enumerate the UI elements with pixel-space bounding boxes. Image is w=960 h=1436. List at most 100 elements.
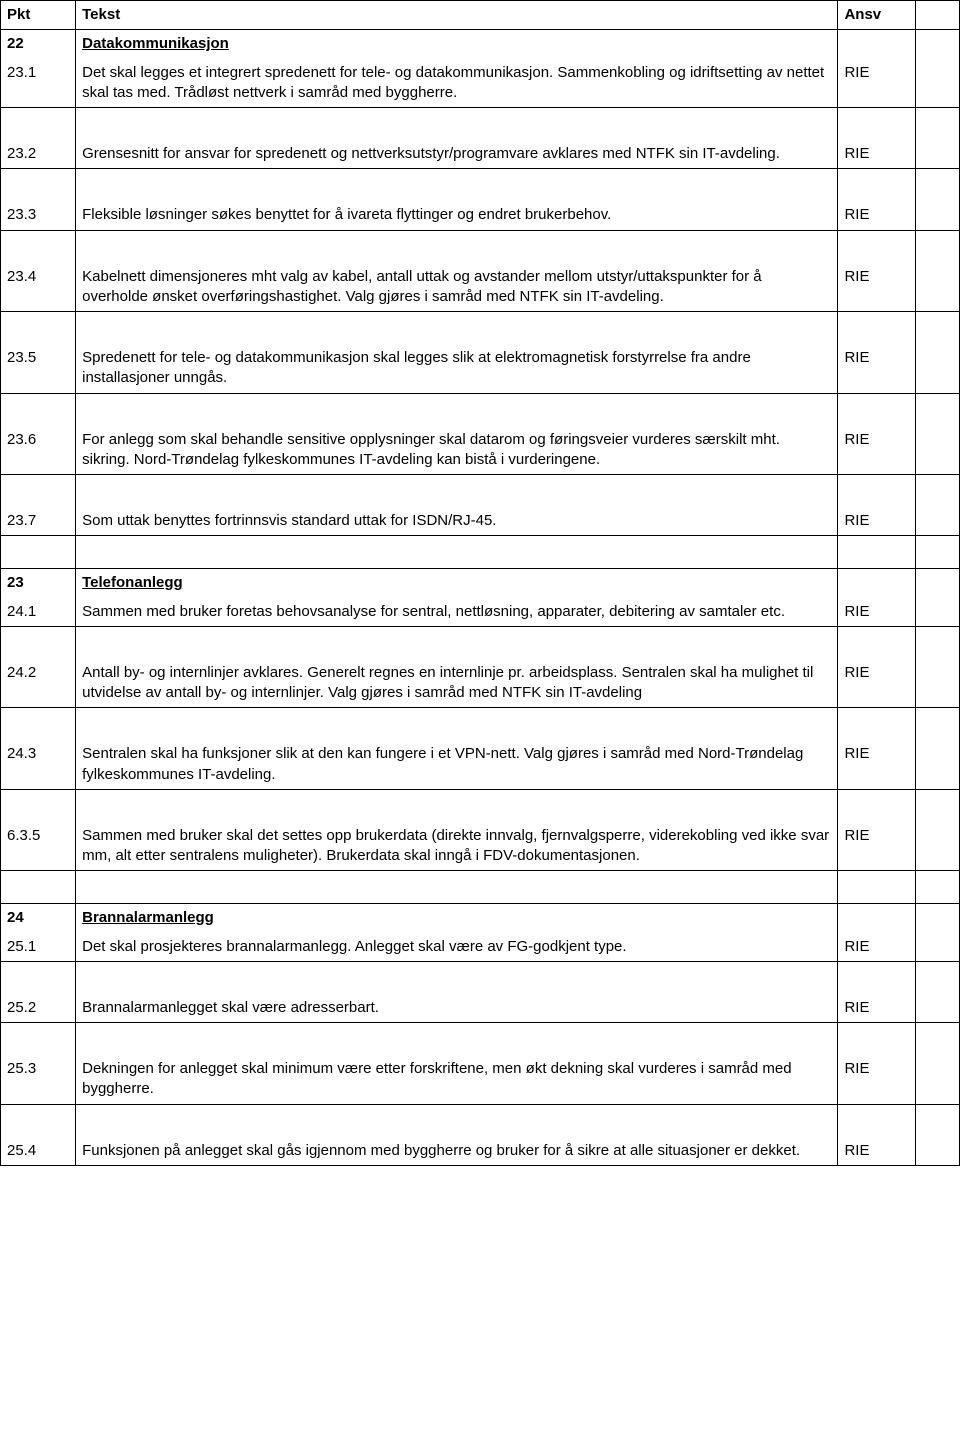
- cell-ansv: RIE: [838, 994, 915, 1023]
- section-title: Brannalarmanlegg: [82, 909, 214, 926]
- section-title: Telefonanlegg: [82, 574, 183, 591]
- cell-pkt: 25.2: [1, 994, 76, 1023]
- cell-pkt: 25.4: [1, 1137, 76, 1166]
- cell-empty: [915, 263, 959, 312]
- table-row: 24.1 Sammen med bruker foretas behovsana…: [1, 598, 960, 627]
- cell-pkt: 24.3: [1, 740, 76, 789]
- cell-text: Sentralen skal ha funksjoner slik at den…: [76, 740, 838, 789]
- cell-ansv: RIE: [838, 59, 915, 108]
- section-num: 23: [7, 574, 24, 591]
- table-row: 25.2 Brannalarmanlegget skal være adress…: [1, 994, 960, 1023]
- cell-empty: [915, 30, 959, 59]
- cell-ansv: RIE: [838, 1055, 915, 1104]
- cell-empty: [915, 507, 959, 536]
- cell-pkt: 25.1: [1, 933, 76, 962]
- cell-text: Brannalarmanlegget skal være adresserbar…: [76, 994, 838, 1023]
- cell-ansv: RIE: [838, 507, 915, 536]
- cell-text: Fleksible løsninger søkes benyttet for å…: [76, 201, 838, 230]
- cell-pkt: 23.7: [1, 507, 76, 536]
- cell-empty: [915, 140, 959, 169]
- cell-empty: [915, 933, 959, 962]
- spacer-row: [1, 475, 960, 508]
- spacer-row: [1, 871, 960, 904]
- cell-ansv: RIE: [838, 263, 915, 312]
- cell-text: Funksjonen på anlegget skal gås igjennom…: [76, 1137, 838, 1166]
- spacer-row: [1, 108, 960, 141]
- spacer-row: [1, 312, 960, 345]
- section-num: 24: [7, 909, 24, 926]
- header-pkt: Pkt: [1, 1, 76, 30]
- table-row: 25.1 Det skal prosjekteres brannalarmanl…: [1, 933, 960, 962]
- cell-empty: [915, 994, 959, 1023]
- cell-pkt: 23.3: [1, 201, 76, 230]
- cell-text: Sammen med bruker foretas behovsanalyse …: [76, 598, 838, 627]
- cell-text: Antall by- og internlinjer avklares. Gen…: [76, 659, 838, 708]
- cell-ansv: RIE: [838, 598, 915, 627]
- cell-pkt: 6.3.5: [1, 822, 76, 871]
- cell-text: Det skal legges et integrert spredenett …: [76, 59, 838, 108]
- cell-empty: [915, 659, 959, 708]
- spacer-row: [1, 626, 960, 659]
- cell-pkt: 23.4: [1, 263, 76, 312]
- spacer-row: [1, 961, 960, 994]
- cell-ansv: RIE: [838, 426, 915, 475]
- cell-ansv: [838, 569, 915, 598]
- cell-ansv: RIE: [838, 140, 915, 169]
- cell-empty: [915, 1137, 959, 1166]
- cell-text: For anlegg som skal behandle sensitive o…: [76, 426, 838, 475]
- cell-text: Som uttak benyttes fortrinnsvis standard…: [76, 507, 838, 536]
- section-num: 22: [7, 35, 24, 52]
- spacer-row: [1, 536, 960, 569]
- section-title: Datakommunikasjon: [82, 35, 229, 52]
- cell-empty: [915, 426, 959, 475]
- cell-empty: [915, 344, 959, 393]
- table-row: 23.6 For anlegg som skal behandle sensit…: [1, 426, 960, 475]
- table-row: 23.1 Det skal legges et integrert sprede…: [1, 59, 960, 108]
- table-row: 23.3 Fleksible løsninger søkes benyttet …: [1, 201, 960, 230]
- cell-empty: [915, 569, 959, 598]
- table-row: 24.3 Sentralen skal ha funksjoner slik a…: [1, 740, 960, 789]
- cell-text: Grensesnitt for ansvar for spredenett og…: [76, 140, 838, 169]
- table-row: 23.4 Kabelnett dimensjoneres mht valg av…: [1, 263, 960, 312]
- table-row: 23.2 Grensesnitt for ansvar for spredene…: [1, 140, 960, 169]
- cell-ansv: RIE: [838, 659, 915, 708]
- table-row: 25.3 Dekningen for anlegget skal minimum…: [1, 1055, 960, 1104]
- spacer-row: [1, 393, 960, 426]
- cell-ansv: RIE: [838, 822, 915, 871]
- table-header-row: Pkt Tekst Ansv: [1, 1, 960, 30]
- table-row: 23.7 Som uttak benyttes fortrinnsvis sta…: [1, 507, 960, 536]
- cell-ansv: [838, 904, 915, 933]
- cell-ansv: [838, 30, 915, 59]
- spacer-row: [1, 708, 960, 741]
- cell-pkt: 24.1: [1, 598, 76, 627]
- table-row: 22 Datakommunikasjon: [1, 30, 960, 59]
- cell-ansv: RIE: [838, 933, 915, 962]
- spacer-row: [1, 230, 960, 263]
- cell-empty: [915, 201, 959, 230]
- table-row: 25.4 Funksjonen på anlegget skal gås igj…: [1, 1137, 960, 1166]
- table-row: 24.2 Antall by- og internlinjer avklares…: [1, 659, 960, 708]
- cell-pkt: 24.2: [1, 659, 76, 708]
- spacer-row: [1, 1023, 960, 1056]
- cell-ansv: RIE: [838, 740, 915, 789]
- header-ansv: Ansv: [838, 1, 915, 30]
- document-table: Pkt Tekst Ansv 22 Datakommunikasjon 23.1…: [0, 0, 960, 1166]
- header-tekst: Tekst: [76, 1, 838, 30]
- cell-empty: [915, 1055, 959, 1104]
- table-row: 6.3.5 Sammen med bruker skal det settes …: [1, 822, 960, 871]
- cell-ansv: RIE: [838, 201, 915, 230]
- cell-ansv: RIE: [838, 344, 915, 393]
- spacer-row: [1, 169, 960, 202]
- spacer-row: [1, 1104, 960, 1137]
- spacer-row: [1, 789, 960, 822]
- table-row: 23 Telefonanlegg: [1, 569, 960, 598]
- cell-ansv: RIE: [838, 1137, 915, 1166]
- cell-pkt: 23.6: [1, 426, 76, 475]
- cell-empty: [915, 822, 959, 871]
- header-empty: [915, 1, 959, 30]
- cell-pkt: 23.2: [1, 140, 76, 169]
- table-row: 23.5 Spredenett for tele- og datakommuni…: [1, 344, 960, 393]
- cell-pkt: 23.5: [1, 344, 76, 393]
- cell-text: Det skal prosjekteres brannalarmanlegg. …: [76, 933, 838, 962]
- cell-empty: [915, 740, 959, 789]
